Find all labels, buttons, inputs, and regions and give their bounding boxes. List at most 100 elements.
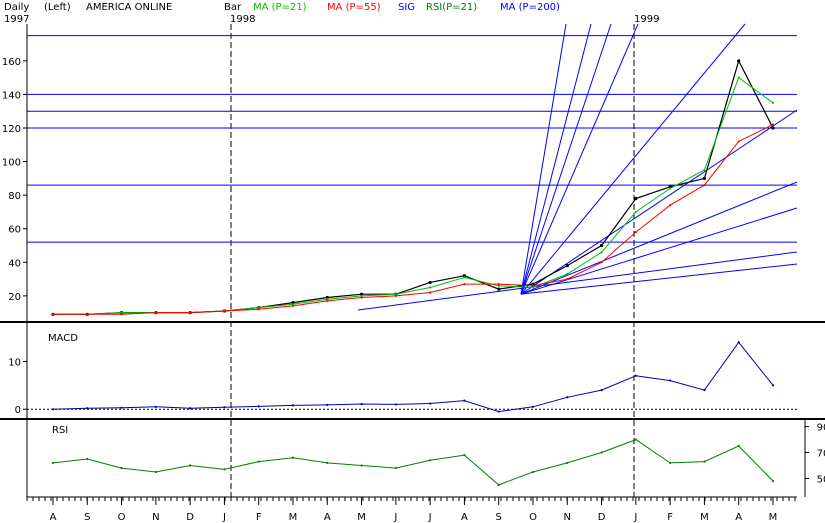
price-series-point xyxy=(462,274,467,278)
price-series-point xyxy=(325,295,329,300)
fan-line xyxy=(520,23,592,295)
fan-line xyxy=(520,207,798,295)
price-series-point xyxy=(428,280,432,285)
macd-point xyxy=(463,399,466,402)
macd-point xyxy=(566,396,569,399)
rsi-point xyxy=(360,464,363,467)
x-axis-month-label: F xyxy=(667,512,673,523)
rsi-point xyxy=(189,464,192,467)
scale-label: (Left) xyxy=(44,2,71,13)
x-axis-month-label: A xyxy=(50,512,57,523)
legend-rsi: RSI(P=21) xyxy=(426,2,477,13)
price-series-point xyxy=(120,311,123,314)
price-y-tick-label: 80 xyxy=(8,191,21,202)
rsi-point xyxy=(326,461,329,464)
x-axis-month-label: A xyxy=(324,512,331,523)
rsi-point xyxy=(600,451,603,454)
x-axis-month-label: F xyxy=(256,512,262,523)
macd-y-tick-label: 0 xyxy=(15,405,21,416)
price-series-point xyxy=(291,304,295,308)
price-y-tick-label: 20 xyxy=(8,292,21,303)
rsi-y-tick-label: 90 xyxy=(817,423,825,434)
macd-point xyxy=(291,404,295,407)
rsi-point xyxy=(497,483,500,487)
price-series-point xyxy=(737,59,741,63)
macd-point xyxy=(326,403,329,407)
rsi-point xyxy=(223,468,226,471)
macd-point xyxy=(531,405,535,408)
price-series-point xyxy=(497,284,500,287)
x-axis-month-label: O xyxy=(529,512,537,523)
price-series-point xyxy=(326,298,329,301)
rsi-point xyxy=(737,444,740,448)
fan-line xyxy=(520,181,798,295)
price-y-tick-label: 140 xyxy=(2,90,21,101)
year-label-1997: 1997 xyxy=(4,14,29,25)
rsi-y-tick-label: 70 xyxy=(817,449,825,460)
macd-point xyxy=(86,407,89,410)
macd-point xyxy=(771,384,775,387)
rsi-point xyxy=(463,454,466,457)
price-series-point xyxy=(429,286,432,289)
macd-y-tick-label: 10 xyxy=(8,357,21,368)
year-label-1998: 1998 xyxy=(230,14,255,25)
price-y-tick-label: 100 xyxy=(2,158,21,169)
price-y-tick-label: 160 xyxy=(2,57,21,68)
rsi-line xyxy=(52,439,774,486)
price-series-point xyxy=(120,313,123,316)
price-series-point xyxy=(360,294,363,297)
rsi-point xyxy=(291,456,295,459)
panel-frames xyxy=(0,24,825,497)
price-series-point xyxy=(497,287,501,291)
rsi-point xyxy=(51,461,55,464)
x-axis-month-label: O xyxy=(118,512,126,523)
x-axis-month-label: J xyxy=(393,512,397,523)
bar-label: Bar xyxy=(224,2,242,13)
rsi-point xyxy=(531,470,535,474)
chart-header: Daily (Left) AMERICA ONLINE Bar MA (P=21… xyxy=(4,2,659,25)
x-axis-month-label: J xyxy=(222,512,226,523)
trend-line xyxy=(357,251,798,311)
year-label-1999: 1999 xyxy=(634,14,659,25)
macd-point xyxy=(497,410,500,413)
x-axis-month-label: M xyxy=(289,512,298,523)
macd-point xyxy=(737,341,740,344)
macd-point xyxy=(600,389,603,392)
rsi-title: RSI xyxy=(52,425,68,436)
fan-line xyxy=(520,263,798,295)
price-series-point xyxy=(703,168,706,172)
price-series-point xyxy=(326,299,329,302)
fan-line xyxy=(520,109,798,295)
price-series-point xyxy=(51,313,55,316)
price-series-point xyxy=(634,210,637,214)
x-axis-month-label: M xyxy=(357,512,366,523)
price-series-point xyxy=(634,196,638,201)
price-series-point xyxy=(702,176,707,180)
price-series-point xyxy=(463,283,466,286)
price-series-point xyxy=(771,101,775,104)
macd-point xyxy=(120,406,123,409)
price-series-point xyxy=(463,276,466,279)
price-series-point xyxy=(566,272,569,276)
price-series-line xyxy=(53,59,774,315)
price-series-point xyxy=(257,306,260,309)
fan-line xyxy=(520,23,639,295)
macd-point xyxy=(154,405,157,408)
price-series-point xyxy=(154,311,157,314)
rsi-point xyxy=(566,461,569,464)
rsi-point xyxy=(703,460,706,463)
price-series-point xyxy=(189,311,192,314)
x-axis-month-label: A xyxy=(735,512,742,523)
price-series-point xyxy=(737,76,740,79)
rsi-y-tick-label: 50 xyxy=(817,474,825,485)
macd-point xyxy=(429,402,432,405)
legend-sig: SIG xyxy=(398,2,415,13)
macd-point xyxy=(257,405,260,408)
price-panel: 20 40 60 80 100 120 140 160 xyxy=(2,23,798,316)
price-series-point xyxy=(360,296,363,299)
price-series-point xyxy=(600,251,603,254)
macd-point xyxy=(394,403,397,406)
fan-line xyxy=(520,23,567,295)
